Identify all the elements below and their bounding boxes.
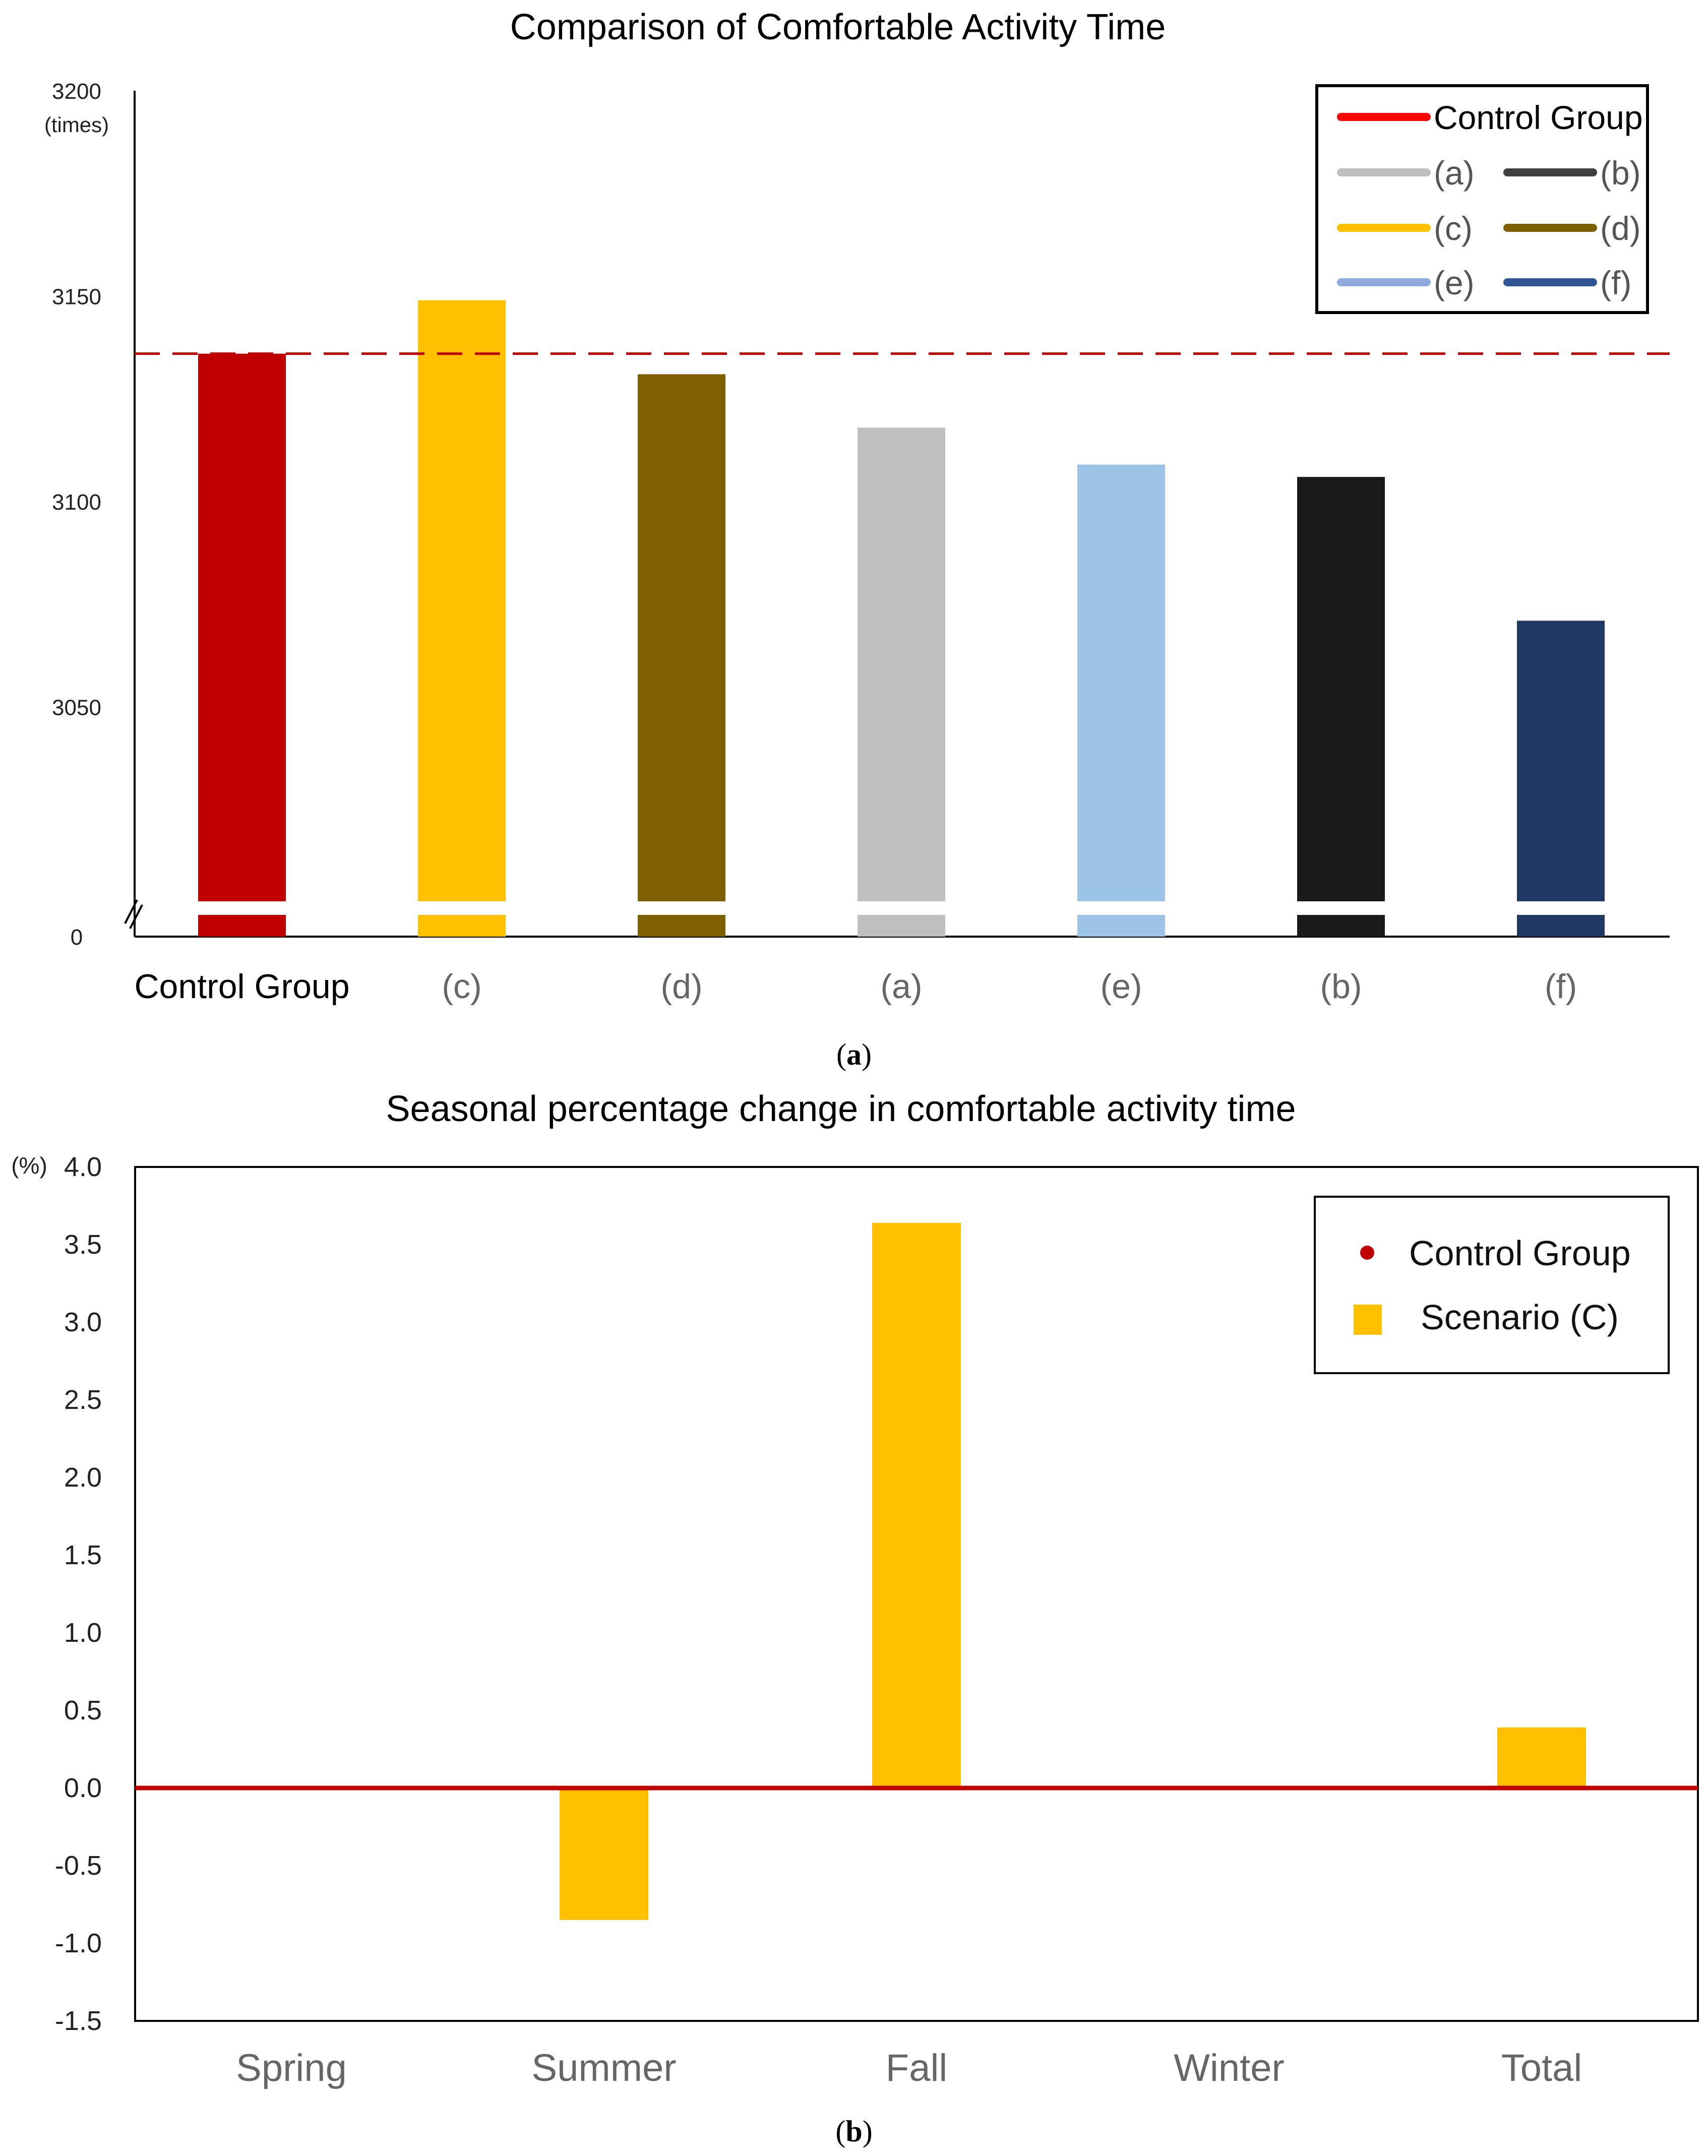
chart-b-bar [1497, 1727, 1586, 1788]
chart-a-bar-base [1077, 915, 1165, 937]
chart-a-bar-base [1297, 915, 1385, 937]
chart-a-legend-box [1315, 84, 1649, 314]
chart-b-x-tick-label: Winter [1174, 2047, 1285, 2089]
legend-label: Control Group [1434, 99, 1643, 136]
chart-b-x-tick-label: Total [1501, 2047, 1582, 2089]
chart-a-y-tick-label: 3100 [52, 490, 101, 515]
chart-b-plot-area [134, 1166, 1699, 2022]
chart-b-y-tick-label: 1.0 [64, 1618, 102, 1648]
chart-b-y-tick-label: 1.5 [64, 1540, 102, 1570]
chart-a-bar-base [418, 915, 506, 937]
chart-a-bar [198, 353, 286, 901]
chart-b-y-tick-label: 0.0 [64, 1773, 102, 1803]
chart-b-caption: (b) [835, 2115, 872, 2148]
chart-a-y-tick-label: 0 [71, 925, 83, 950]
chart-a-x-tick-label: (e) [1100, 967, 1142, 1006]
chart-b-y-unit: (%) [11, 1152, 47, 1179]
chart-b-y-tick-label: -1.0 [55, 1928, 102, 1958]
chart-a-x-tick-label: (d) [660, 967, 702, 1006]
chart-b-x-tick-labels: Spring Summer Fall Winter Total [236, 2047, 1582, 2089]
chart-a-bar-base [198, 915, 286, 937]
chart-b-y-tick-label: -1.5 [55, 2006, 102, 2036]
chart-b-x-tick-label: Fall [886, 2047, 947, 2089]
chart-b-legend-box [1314, 1196, 1670, 1374]
chart-a-bar [1297, 477, 1385, 901]
chart-b-x-tick-label: Summer [531, 2047, 676, 2089]
chart-a-caption: (a) [836, 1038, 872, 1071]
chart-a-x-tick-label: (b) [1320, 967, 1362, 1006]
chart-a-bar [418, 300, 506, 901]
chart-b-y-tick-label: 3.5 [64, 1229, 102, 1260]
chart-b-y-tick-label: 2.5 [64, 1385, 102, 1415]
chart-b-bar [872, 1222, 961, 1788]
chart-b-bars [560, 1222, 1586, 1920]
chart-b-legend: Control Group Scenario (C) [1314, 1196, 1670, 1374]
legend-label: (b) [1600, 154, 1641, 192]
legend-label: (a) [1434, 154, 1475, 192]
chart-b: Seasonal percentage change in comfortabl… [11, 1089, 1699, 2148]
chart-a-y-tick-label: 3150 [52, 285, 101, 310]
chart-a-x-tick-label: Control Group [134, 967, 349, 1006]
chart-a-x-tick-label: (a) [880, 967, 922, 1006]
chart-a-bar-base [1517, 915, 1605, 937]
chart-a-legend: Control Group (a) (b) (c) (d) (e) (f) [1315, 84, 1649, 314]
chart-a-y-unit: (times) [44, 113, 109, 137]
chart-a-x-tick-label: (c) [442, 967, 481, 1006]
chart-a-title: Comparison of Comfortable Activity Time [510, 7, 1166, 47]
legend-label: (e) [1434, 264, 1475, 301]
legend-label: (f) [1600, 264, 1631, 301]
chart-a-bar-base [858, 915, 945, 937]
legend-dot-icon [1360, 1246, 1374, 1260]
chart-b-bar [560, 1788, 648, 1920]
legend-label: Scenario (C) [1421, 1298, 1619, 1337]
legend-label: (c) [1434, 210, 1473, 247]
chart-a-bar [638, 374, 725, 901]
chart-b-title: Seasonal percentage change in comfortabl… [386, 1089, 1296, 1129]
chart-a-bar-base [638, 915, 725, 937]
legend-square-icon [1354, 1305, 1382, 1335]
chart-b-y-tick-label: 4.0 [64, 1152, 102, 1182]
chart-a-bar [1517, 621, 1605, 901]
legend-label: Control Group [1409, 1234, 1631, 1273]
chart-a-bar [1077, 464, 1165, 901]
chart-b-y-tick-label: -0.5 [55, 1851, 102, 1881]
chart-b-y-tick-label: 0.5 [64, 1695, 102, 1726]
chart-a-y-tick-label: 3200 [52, 79, 101, 104]
chart-b-y-tick-label: 3.0 [64, 1307, 102, 1337]
chart-a-x-tick-label: (f) [1545, 967, 1577, 1006]
chart-b-x-tick-label: Spring [236, 2047, 347, 2089]
chart-a-y-tick-labels: 3200 3150 3100 3050 0 [52, 79, 101, 950]
chart-a-bars [198, 300, 1605, 937]
axis-break-icon [124, 899, 143, 929]
legend-label: (d) [1600, 210, 1641, 247]
chart-b-y-tick-label: 2.0 [64, 1462, 102, 1493]
chart-a: Comparison of Comfortable Activity Time … [44, 7, 1670, 1071]
chart-b-y-tick-labels: 4.0 3.5 3.0 2.5 2.0 1.5 1.0 0.5 0.0 -0.5 -1.0 -1.5 [55, 1152, 102, 2036]
chart-a-x-tick-labels: Control Group (c) (d) (a) (e) (b) (f) [134, 967, 1577, 1006]
chart-a-bar [858, 427, 945, 901]
chart-a-y-tick-label: 3050 [52, 696, 101, 720]
